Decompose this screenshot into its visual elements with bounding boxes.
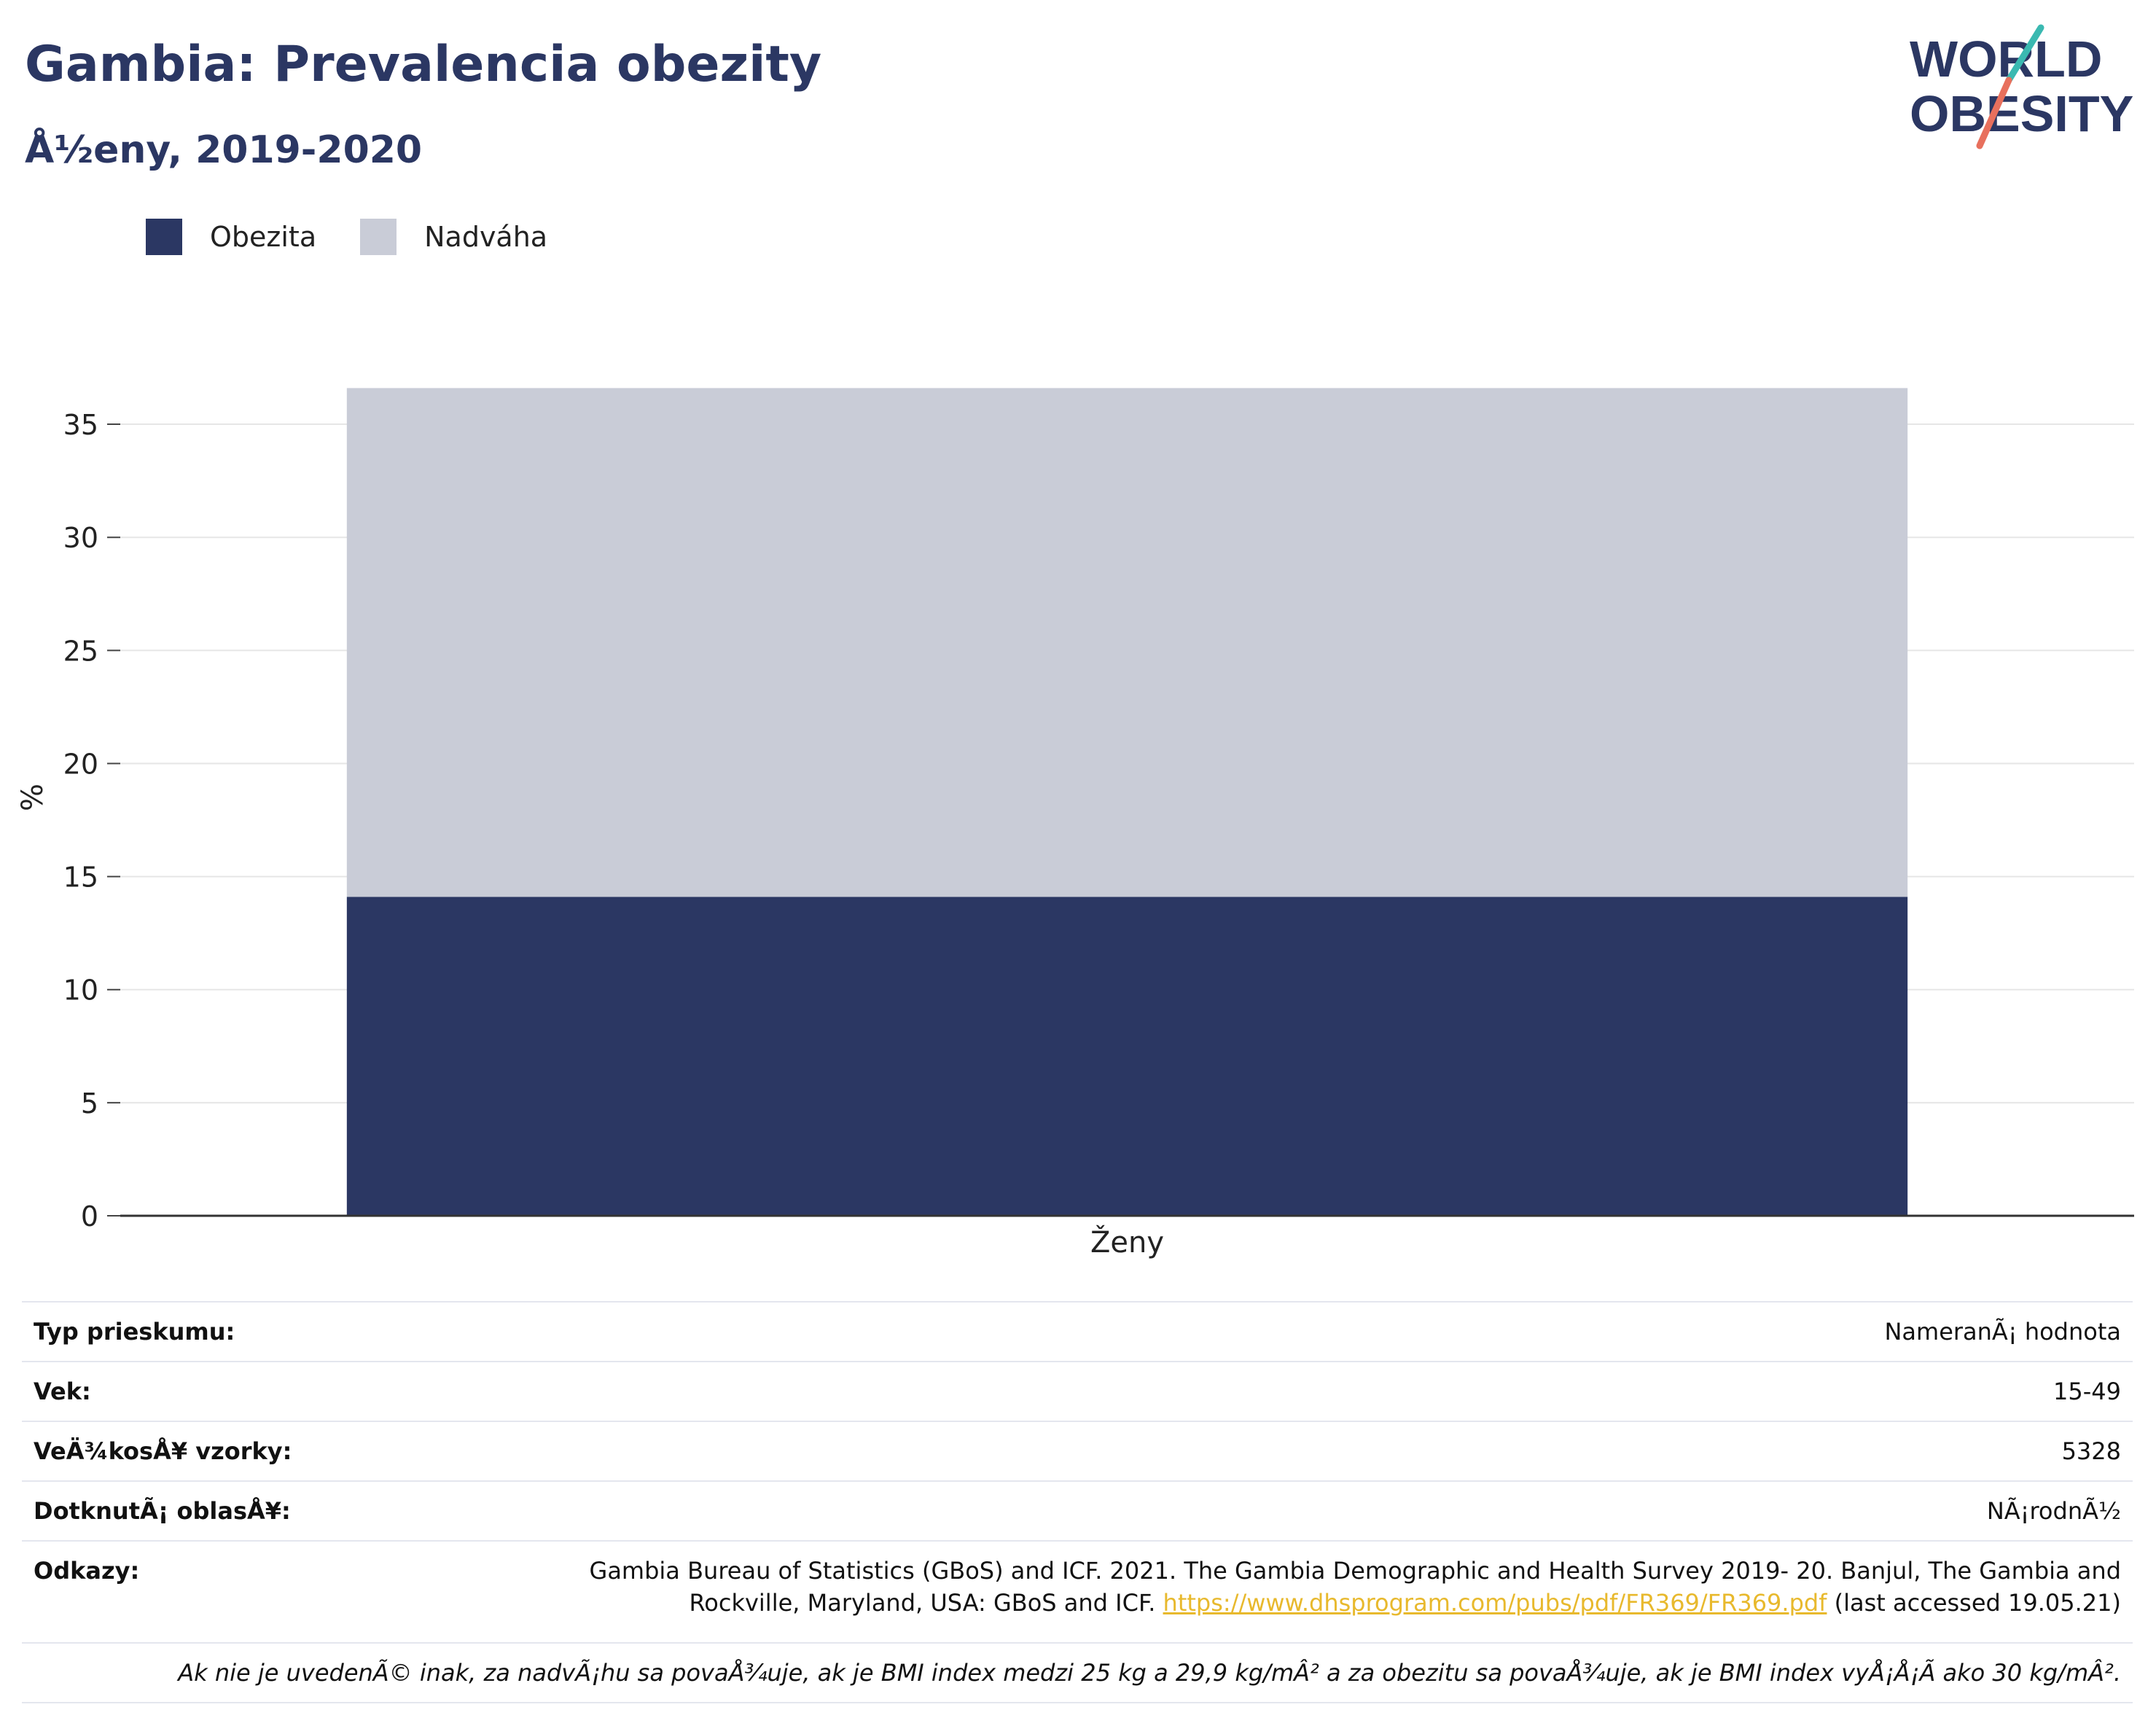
info-row-area: DotknutÃ¡ oblasÅ¥: NÃ¡rodnÃ½ xyxy=(22,1480,2133,1541)
x-axis: Ženy xyxy=(120,1214,2134,1260)
sample-value: 5328 xyxy=(351,1421,2133,1481)
y-tick-label: 20 xyxy=(63,748,98,780)
y-tick-label: 0 xyxy=(81,1200,98,1233)
y-tick-label: 10 xyxy=(63,975,98,1007)
y-tick-label: 35 xyxy=(63,409,98,441)
bar-segment-nadvaha xyxy=(346,388,1908,897)
legend-swatch-nadvaha xyxy=(360,219,397,255)
age-value: 15-49 xyxy=(351,1361,2133,1421)
references-value: Gambia Bureau of Statistics (GBoS) and I… xyxy=(351,1540,2133,1643)
survey-type-value: NameranÃ¡ hodnota xyxy=(351,1301,2133,1362)
logo-stroke-coral xyxy=(1976,77,2012,149)
y-tick-label: 25 xyxy=(63,635,98,667)
legend-label-obezita: Obezita xyxy=(210,221,317,253)
legend-item-obezita: Obezita xyxy=(146,219,316,255)
survey-type-label: Typ prieskumu: xyxy=(22,1301,351,1362)
info-row-survey-type: Typ prieskumu: NameranÃ¡ hodnota xyxy=(22,1301,2133,1362)
survey-info-table: Typ prieskumu: NameranÃ¡ hodnota Vek: 15… xyxy=(22,1301,2133,1703)
references-link[interactable]: https://www.dhsprogram.com/pubs/pdf/FR36… xyxy=(1163,1589,1827,1617)
logo-line2: OBESITY xyxy=(1910,85,2133,142)
chart-subtitle: Å½eny, 2019-2020 xyxy=(25,128,423,172)
info-row-references: Odkazy: Gambia Bureau of Statistics (GBo… xyxy=(22,1540,2133,1643)
area-label: DotknutÃ¡ oblasÅ¥: xyxy=(22,1480,351,1541)
info-row-age: Vek: 15-49 xyxy=(22,1361,2133,1421)
references-line2-post: (last accessed 19.05.21) xyxy=(1834,1589,2121,1617)
world-obesity-logo: WORLD OBESITY xyxy=(1910,24,2133,149)
references-label: Odkazy: xyxy=(22,1540,351,1643)
y-tick-label: 30 xyxy=(63,522,98,554)
y-tick-label: 5 xyxy=(81,1087,98,1120)
stacked-bar-chart: 0 5 10 15 20 25 30 35 Ženy % xyxy=(16,388,2134,1260)
y-axis-ticks: 0 5 10 15 20 25 30 35 xyxy=(63,409,120,1233)
info-row-note: Ak nie je uvedenÃ© inak, za nadvÃ¡hu sa … xyxy=(22,1642,2133,1703)
legend-item-nadvaha: Nadváha xyxy=(360,219,547,255)
age-label: Vek: xyxy=(22,1361,351,1421)
x-tick-label: Ženy xyxy=(1090,1225,1164,1260)
area-value: NÃ¡rodnÃ½ xyxy=(351,1480,2133,1541)
legend-swatch-obezita xyxy=(146,219,182,255)
logo-stroke-teal xyxy=(2005,24,2044,84)
bar-segment-obezita xyxy=(346,897,1908,1216)
info-row-sample: VeÄ¾kosÅ¥ vzorky: 5328 xyxy=(22,1421,2133,1481)
y-tick-label: 15 xyxy=(63,862,98,894)
bars xyxy=(346,388,1908,1216)
legend-label-nadvaha: Nadváha xyxy=(424,221,548,253)
logo-line1: WORLD xyxy=(1910,31,2102,87)
chart-title: Gambia: Prevalencia obezity xyxy=(25,36,822,93)
legend: Obezita Nadváha xyxy=(146,215,591,259)
references-line1: Gambia Bureau of Statistics (GBoS) and I… xyxy=(589,1557,2121,1585)
sample-label: VeÄ¾kosÅ¥ vzorky: xyxy=(22,1421,351,1481)
bmi-definition-note: Ak nie je uvedenÃ© inak, za nadvÃ¡hu sa … xyxy=(22,1642,2133,1703)
references-line2-pre: Rockville, Maryland, USA: GBoS and ICF. xyxy=(689,1589,1156,1617)
y-axis-label: % xyxy=(16,784,50,811)
